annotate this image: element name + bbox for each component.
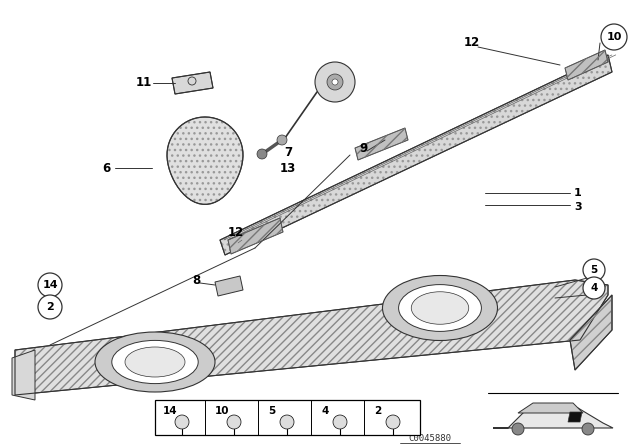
Circle shape <box>38 295 62 319</box>
Circle shape <box>386 415 400 429</box>
Polygon shape <box>215 276 243 296</box>
Text: 2: 2 <box>374 406 381 416</box>
Ellipse shape <box>95 332 215 392</box>
Polygon shape <box>565 50 608 80</box>
Text: C0045880: C0045880 <box>408 434 451 443</box>
Circle shape <box>332 79 338 85</box>
FancyBboxPatch shape <box>155 400 420 435</box>
Ellipse shape <box>399 284 481 332</box>
Text: 5: 5 <box>268 406 275 416</box>
Polygon shape <box>12 350 35 400</box>
Ellipse shape <box>412 292 468 324</box>
Text: 4: 4 <box>321 406 328 416</box>
Text: 14: 14 <box>163 406 178 416</box>
Ellipse shape <box>112 340 198 383</box>
Circle shape <box>583 259 605 281</box>
Polygon shape <box>570 295 612 370</box>
Text: 1: 1 <box>574 188 582 198</box>
Ellipse shape <box>383 276 497 340</box>
Text: 2: 2 <box>46 302 54 312</box>
Text: 4: 4 <box>590 283 598 293</box>
Circle shape <box>327 74 343 90</box>
Circle shape <box>582 423 594 435</box>
Text: 12: 12 <box>228 225 244 238</box>
Circle shape <box>315 62 355 102</box>
Text: 7: 7 <box>284 146 292 159</box>
Text: 11: 11 <box>136 77 152 90</box>
Circle shape <box>333 415 347 429</box>
Circle shape <box>227 415 241 429</box>
Polygon shape <box>167 117 243 204</box>
Polygon shape <box>568 412 582 422</box>
Ellipse shape <box>125 347 185 377</box>
Polygon shape <box>518 403 583 413</box>
Circle shape <box>38 273 62 297</box>
Circle shape <box>257 149 267 159</box>
Circle shape <box>583 277 605 299</box>
Polygon shape <box>228 218 283 254</box>
Polygon shape <box>493 408 613 428</box>
Polygon shape <box>220 55 612 255</box>
Polygon shape <box>172 72 213 94</box>
Circle shape <box>277 135 287 145</box>
Text: 14: 14 <box>42 280 58 290</box>
Text: 3: 3 <box>574 202 582 212</box>
Text: 5: 5 <box>590 265 598 275</box>
Circle shape <box>512 423 524 435</box>
Text: 13: 13 <box>280 161 296 175</box>
Circle shape <box>175 415 189 429</box>
Text: 6: 6 <box>102 161 110 175</box>
Circle shape <box>601 24 627 50</box>
Text: 10: 10 <box>606 32 621 42</box>
Text: 12: 12 <box>464 36 480 49</box>
Circle shape <box>280 415 294 429</box>
Text: 10: 10 <box>215 406 230 416</box>
Polygon shape <box>15 280 608 395</box>
Text: 8: 8 <box>192 273 200 287</box>
Text: 9: 9 <box>359 142 367 155</box>
Polygon shape <box>355 128 408 160</box>
